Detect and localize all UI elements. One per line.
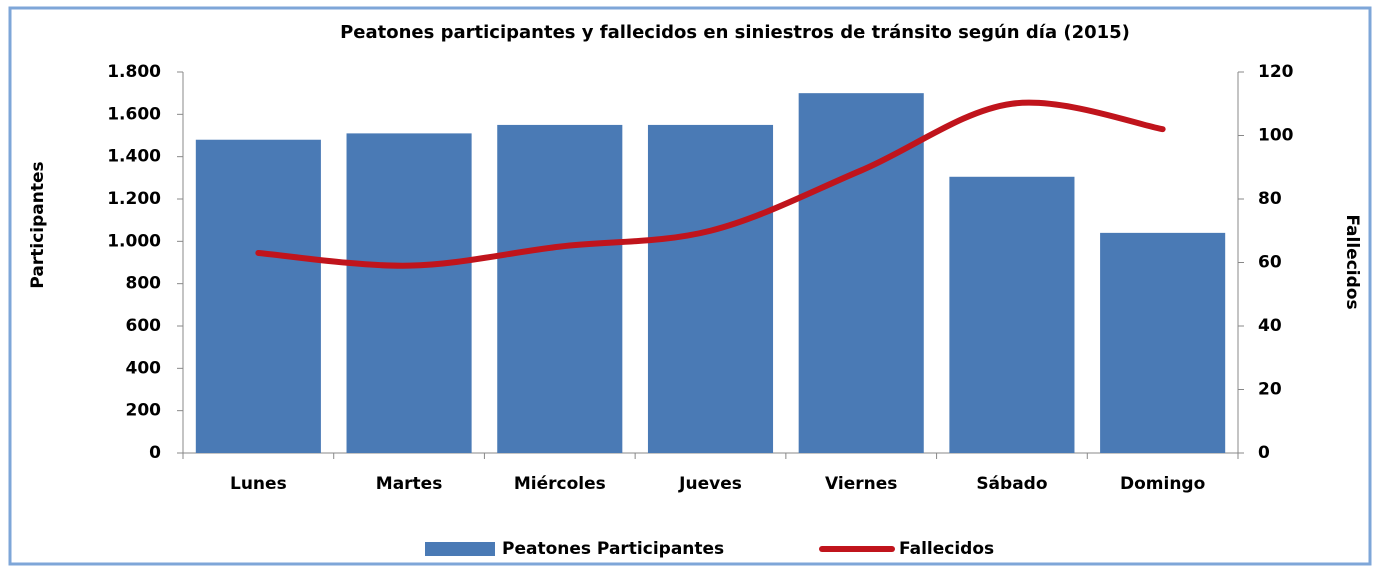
x-tick-label: Sábado xyxy=(976,474,1047,494)
legend-label: Peatones Participantes xyxy=(502,539,724,559)
bar xyxy=(647,124,774,454)
x-tick-label: Lunes xyxy=(230,474,287,494)
y-tick-label: 1.400 xyxy=(107,147,161,167)
y2-tick-label: 40 xyxy=(1258,316,1282,336)
bar xyxy=(1100,232,1226,453)
bar xyxy=(346,133,472,453)
y-tick-label: 1.200 xyxy=(107,189,161,209)
y2-tick-label: 20 xyxy=(1258,380,1282,400)
y-tick-label: 400 xyxy=(126,358,162,378)
legend-label: Fallecidos xyxy=(899,539,994,559)
x-tick-label: Domingo xyxy=(1120,474,1205,494)
y-tick-label: 600 xyxy=(126,316,162,336)
bar xyxy=(949,176,1075,453)
bar xyxy=(195,139,321,453)
chart-title: Peatones participantes y fallecidos en s… xyxy=(340,22,1130,43)
x-tick-label: Miércoles xyxy=(514,474,606,494)
y2-tick-label: 120 xyxy=(1258,62,1294,82)
bar xyxy=(497,124,623,454)
y-tick-label: 800 xyxy=(126,274,162,294)
y-axis-title: Participantes xyxy=(28,161,48,288)
y-tick-label: 200 xyxy=(126,401,162,421)
y2-tick-label: 100 xyxy=(1258,126,1294,146)
y-tick-label: 0 xyxy=(149,443,161,463)
x-tick-label: Viernes xyxy=(825,474,897,494)
legend-swatch xyxy=(425,542,495,556)
y-tick-label: 1.600 xyxy=(107,104,161,124)
y-tick-label: 1.800 xyxy=(107,62,161,82)
y2-tick-label: 60 xyxy=(1258,253,1282,273)
line-series xyxy=(255,99,1166,269)
y2-tick-label: 80 xyxy=(1258,189,1282,209)
y-tick-label: 1.000 xyxy=(107,231,161,251)
y2-axis-title: Fallecidos xyxy=(1342,214,1362,309)
x-tick-label: Jueves xyxy=(678,474,742,494)
chart-border xyxy=(8,6,1372,566)
y2-tick-label: 0 xyxy=(1258,443,1270,463)
x-tick-label: Martes xyxy=(376,474,443,494)
